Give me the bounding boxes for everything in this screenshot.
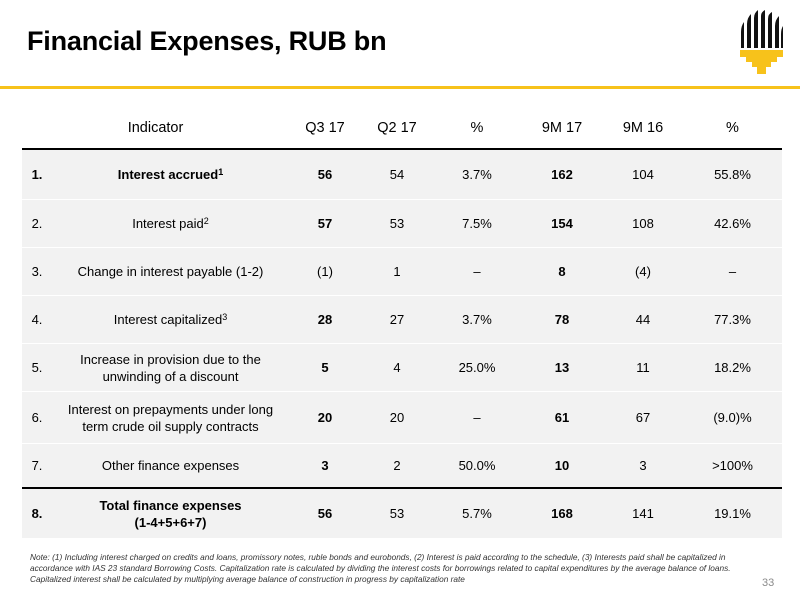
cell-9m-17: 162 — [521, 150, 603, 200]
header-indicator: Indicator — [22, 108, 289, 150]
row-label: Interest on prepayments under long term c… — [52, 392, 289, 444]
row-number: 5. — [22, 344, 52, 392]
cell-9m-16: 11 — [603, 344, 683, 392]
header-9m-17: 9M 17 — [521, 108, 603, 150]
cell-q3-17: 20 — [289, 392, 361, 444]
cell-pct-quarter: 5.7% — [433, 489, 521, 539]
table-header-row: Indicator Q3 17 Q2 17 % 9M 17 9M 16 % — [22, 108, 782, 150]
table-row: 3. Change in interest payable (1-2) (1) … — [22, 248, 782, 296]
table-row: 4. Interest capitalized3 28 27 3.7% 78 4… — [22, 296, 782, 344]
table-row: 2. Interest paid2 57 53 7.5% 154 108 42.… — [22, 200, 782, 248]
page-title: Financial Expenses, RUB bn — [27, 26, 387, 56]
table-row-total: 8. Total finance expenses (1-4+5+6+7) 56 … — [22, 489, 782, 539]
row-number: 8. — [22, 489, 52, 539]
cell-pct-quarter: – — [433, 392, 521, 444]
row-label: Change in interest payable (1-2) — [52, 248, 289, 296]
cell-pct-quarter: 25.0% — [433, 344, 521, 392]
row-number: 7. — [22, 444, 52, 489]
cell-9m-17: 13 — [521, 344, 603, 392]
cell-9m-17: 78 — [521, 296, 603, 344]
cell-q3-17: (1) — [289, 248, 361, 296]
row-number: 3. — [22, 248, 52, 296]
rosneft-logo-icon — [740, 10, 783, 74]
cell-q2-17: 53 — [361, 200, 433, 248]
row-label: Interest paid2 — [52, 200, 289, 248]
row-label: Total finance expenses (1-4+5+6+7) — [52, 489, 289, 539]
cell-q2-17: 2 — [361, 444, 433, 489]
cell-pct-quarter: 50.0% — [433, 444, 521, 489]
cell-9m-17: 154 — [521, 200, 603, 248]
row-number: 2. — [22, 200, 52, 248]
header-pct-9m: % — [683, 108, 782, 150]
cell-pct-9m: 55.8% — [683, 150, 782, 200]
cell-q2-17: 27 — [361, 296, 433, 344]
cell-pct-9m: 19.1% — [683, 489, 782, 539]
cell-9m-16: 104 — [603, 150, 683, 200]
cell-pct-quarter: 3.7% — [433, 296, 521, 344]
cell-pct-9m: – — [683, 248, 782, 296]
row-number: 6. — [22, 392, 52, 444]
cell-q3-17: 5 — [289, 344, 361, 392]
cell-pct-quarter: 3.7% — [433, 150, 521, 200]
header-q2-17: Q2 17 — [361, 108, 433, 150]
row-label: Other finance expenses — [52, 444, 289, 489]
page-number: 33 — [762, 577, 775, 589]
cell-q2-17: 54 — [361, 150, 433, 200]
row-label: Increase in provision due to the unwindin… — [52, 344, 289, 392]
cell-9m-16: (4) — [603, 248, 683, 296]
header-divider — [0, 86, 800, 89]
cell-q3-17: 3 — [289, 444, 361, 489]
cell-9m-16: 3 — [603, 444, 683, 489]
cell-9m-16: 108 — [603, 200, 683, 248]
row-number: 1. — [22, 150, 52, 200]
table-row: 7. Other finance expenses 3 2 50.0% 10 3… — [22, 444, 782, 489]
cell-pct-quarter: 7.5% — [433, 200, 521, 248]
cell-pct-9m: 77.3% — [683, 296, 782, 344]
cell-q3-17: 57 — [289, 200, 361, 248]
header-9m-16: 9M 16 — [603, 108, 683, 150]
table-row: 6. Interest on prepayments under long ter… — [22, 392, 782, 444]
financial-expenses-table: Indicator Q3 17 Q2 17 % 9M 17 9M 16 % 1.… — [22, 108, 782, 539]
cell-q3-17: 56 — [289, 489, 361, 539]
cell-pct-quarter: – — [433, 248, 521, 296]
row-label: Interest capitalized3 — [52, 296, 289, 344]
header-pct-quarter: % — [433, 108, 521, 150]
footnote: Note: (1) Including interest charged on … — [30, 552, 731, 584]
cell-pct-9m: 42.6% — [683, 200, 782, 248]
cell-pct-9m: 18.2% — [683, 344, 782, 392]
cell-9m-16: 141 — [603, 489, 683, 539]
header-q3-17: Q3 17 — [289, 108, 361, 150]
table-row: 1. Interest accrued1 56 54 3.7% 162 104 … — [22, 150, 782, 200]
cell-9m-17: 10 — [521, 444, 603, 489]
row-label: Interest accrued1 — [52, 150, 289, 200]
cell-q2-17: 53 — [361, 489, 433, 539]
cell-q2-17: 4 — [361, 344, 433, 392]
cell-q2-17: 20 — [361, 392, 433, 444]
cell-q3-17: 56 — [289, 150, 361, 200]
cell-9m-17: 8 — [521, 248, 603, 296]
cell-9m-16: 44 — [603, 296, 683, 344]
table-row: 5. Increase in provision due to the unwin… — [22, 344, 782, 392]
cell-9m-16: 67 — [603, 392, 683, 444]
cell-pct-9m: (9.0)% — [683, 392, 782, 444]
row-number: 4. — [22, 296, 52, 344]
cell-pct-9m: >100% — [683, 444, 782, 489]
cell-q3-17: 28 — [289, 296, 361, 344]
cell-9m-17: 168 — [521, 489, 603, 539]
cell-q2-17: 1 — [361, 248, 433, 296]
cell-9m-17: 61 — [521, 392, 603, 444]
